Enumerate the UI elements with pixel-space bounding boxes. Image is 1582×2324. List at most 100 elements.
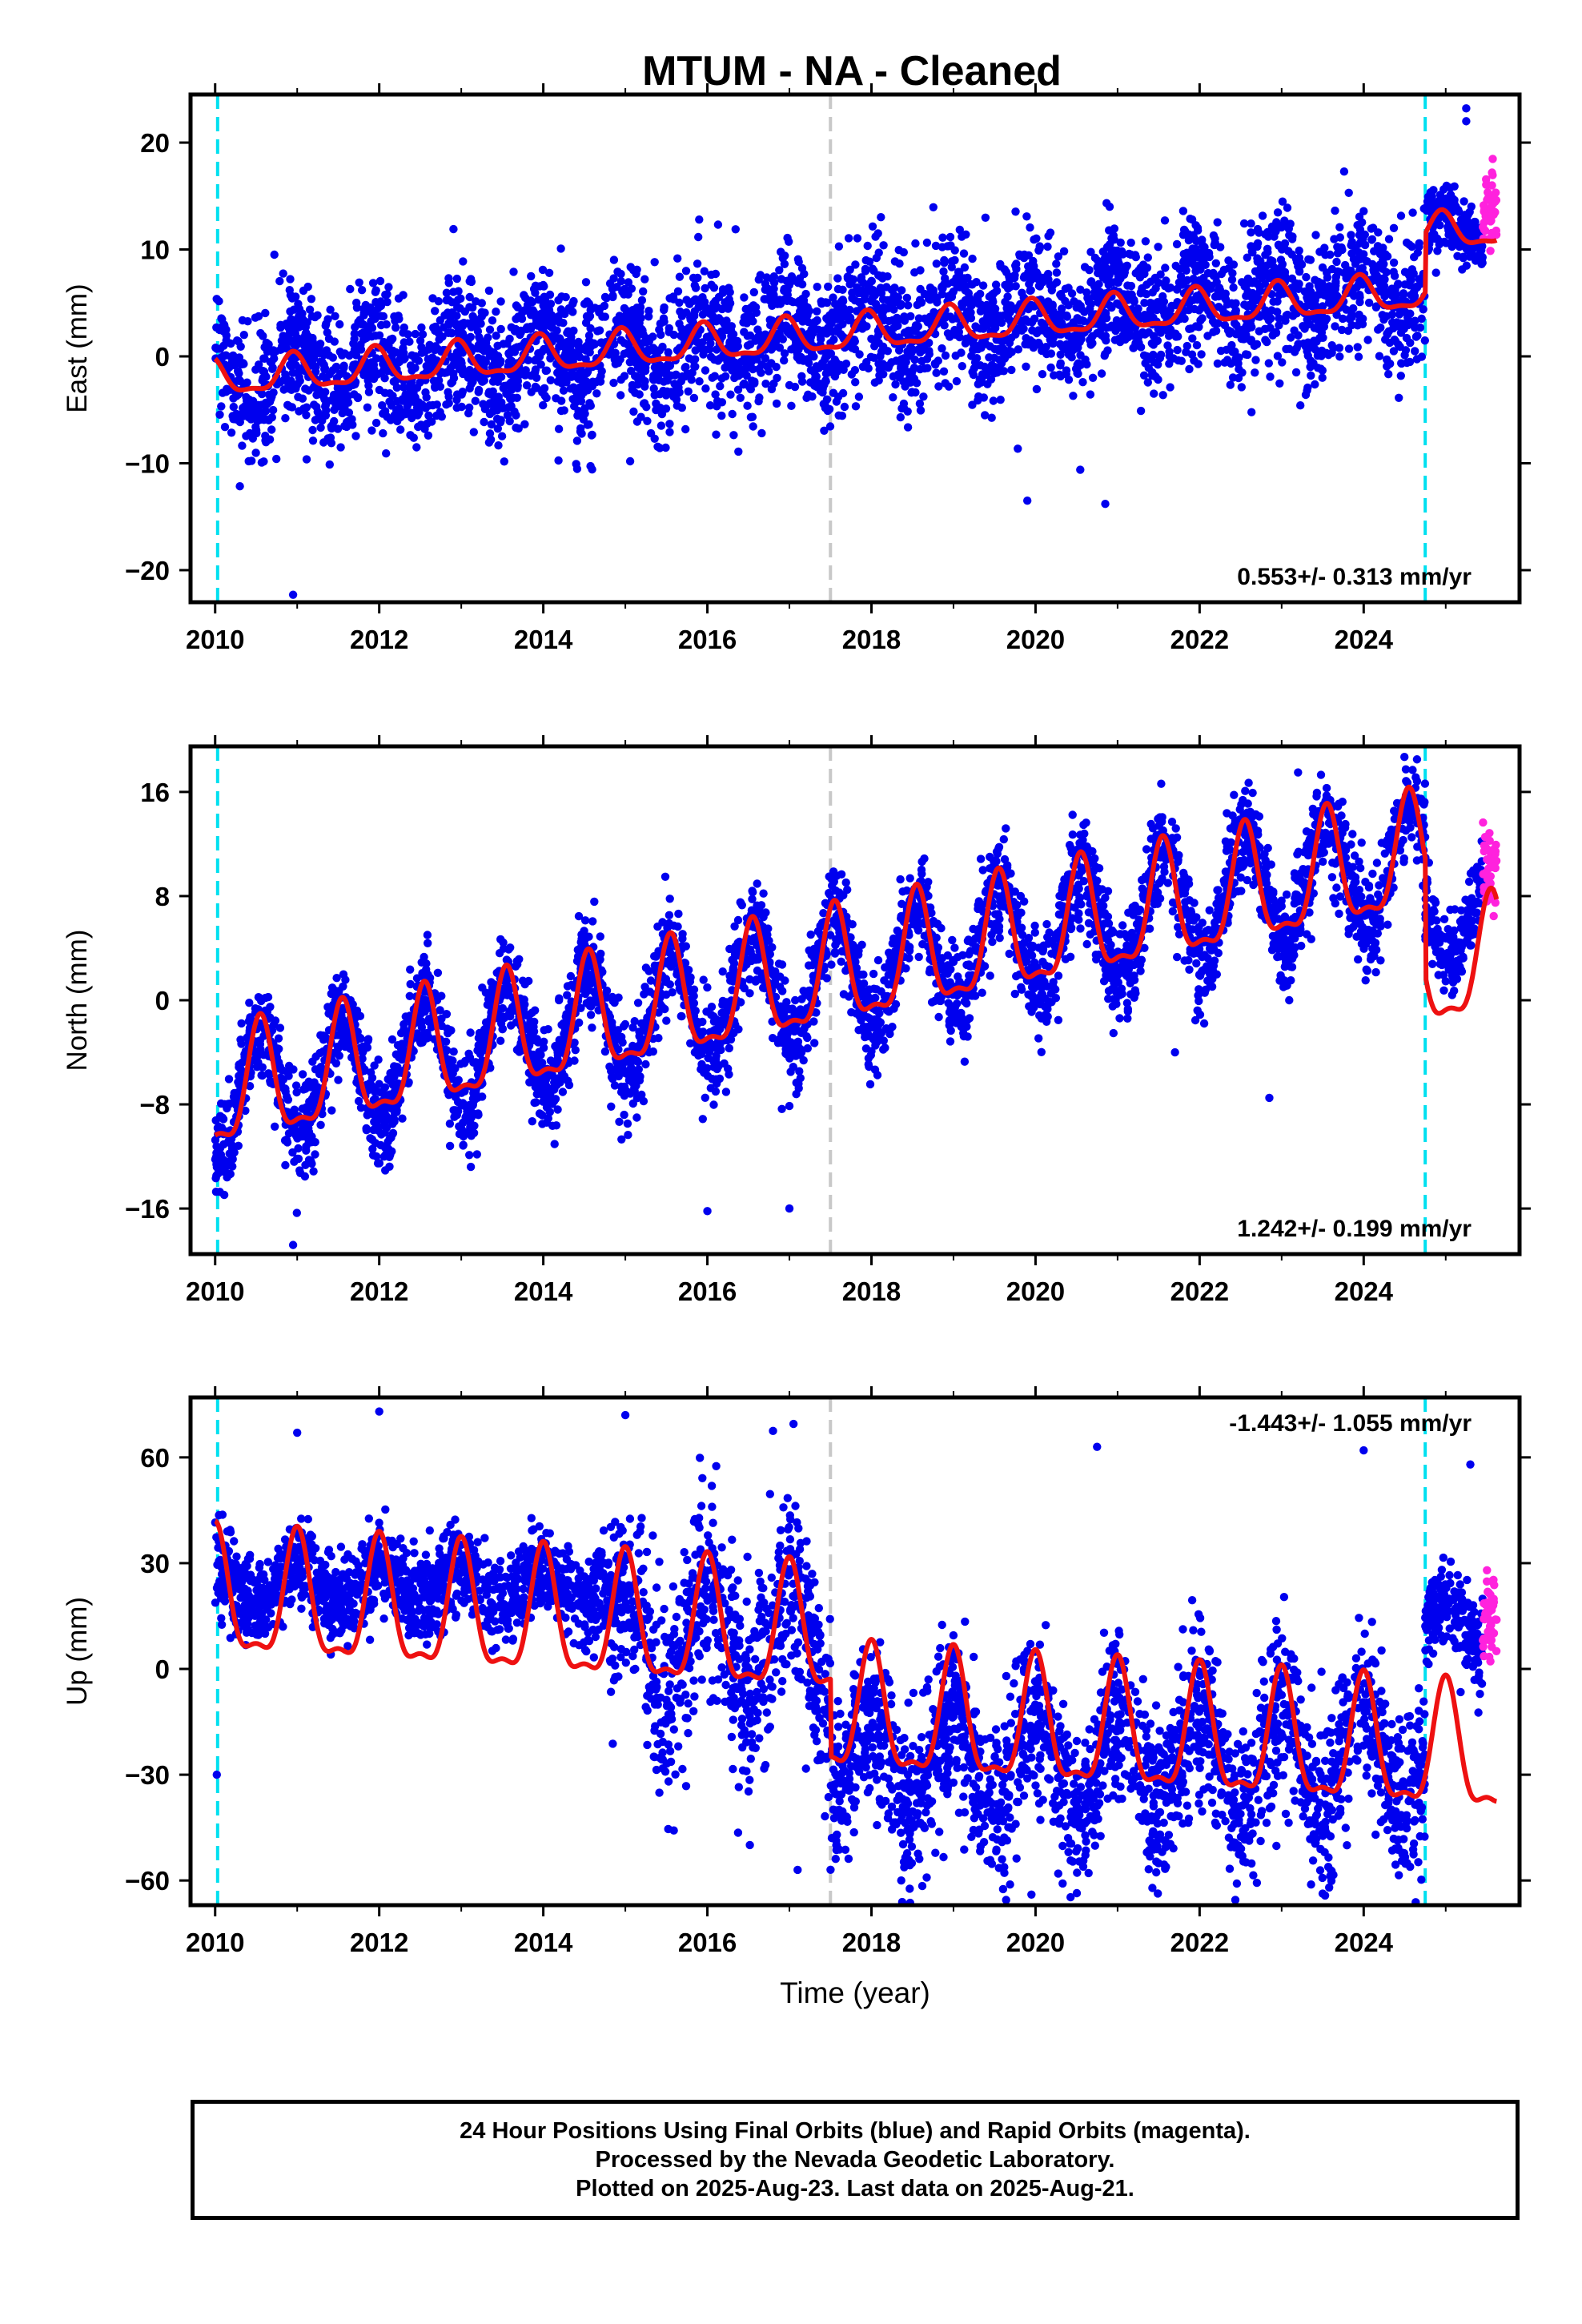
data-point xyxy=(632,269,640,279)
data-point xyxy=(1395,393,1403,402)
data-point xyxy=(1267,314,1275,323)
data-point xyxy=(850,366,860,375)
data-point xyxy=(986,375,996,384)
data-point xyxy=(989,396,998,405)
data-point xyxy=(411,329,420,339)
data-point xyxy=(751,303,761,312)
data-point xyxy=(616,391,625,400)
data-point xyxy=(355,278,363,287)
data-point xyxy=(1419,305,1427,314)
data-point xyxy=(497,432,507,440)
data-point xyxy=(517,314,527,324)
data-point xyxy=(636,314,645,323)
data-point xyxy=(681,372,690,381)
data-point xyxy=(247,456,256,465)
data-point xyxy=(531,288,540,297)
data-point xyxy=(429,376,439,385)
data-point xyxy=(998,337,1007,346)
data-point xyxy=(1300,324,1309,333)
data-point xyxy=(375,331,384,340)
data-point xyxy=(1100,333,1109,342)
data-point xyxy=(824,282,833,292)
data-point xyxy=(440,368,449,377)
data-point xyxy=(264,416,273,424)
data-point xyxy=(1331,206,1339,215)
data-point xyxy=(1488,155,1497,163)
data-point xyxy=(1046,349,1056,358)
data-point xyxy=(596,304,604,313)
data-point xyxy=(626,345,635,354)
data-point xyxy=(294,368,303,378)
data-point xyxy=(487,420,496,429)
data-point xyxy=(656,320,665,328)
data-point xyxy=(733,367,742,376)
data-point xyxy=(1235,325,1243,334)
data-point xyxy=(1240,279,1249,288)
data-point xyxy=(295,304,304,314)
data-point xyxy=(1368,223,1378,232)
data-point xyxy=(753,325,762,334)
data-point xyxy=(1251,368,1259,377)
data-point xyxy=(1285,231,1294,239)
data-point xyxy=(677,404,686,412)
data-point xyxy=(423,419,432,428)
data-point xyxy=(813,283,821,292)
data-point xyxy=(1247,408,1256,416)
data-point xyxy=(465,292,474,302)
data-point xyxy=(1168,907,1178,916)
data-point xyxy=(368,279,378,287)
data-point xyxy=(305,305,315,314)
data-point xyxy=(447,328,456,337)
data-point xyxy=(1411,316,1419,325)
data-point xyxy=(1026,286,1034,296)
data-point xyxy=(505,334,514,344)
data-point xyxy=(248,434,257,443)
data-point xyxy=(1021,315,1030,324)
data-point xyxy=(477,299,486,308)
data-point xyxy=(743,332,752,340)
data-point xyxy=(1141,359,1150,368)
data-point xyxy=(364,381,373,390)
data-point xyxy=(1166,383,1174,392)
data-point xyxy=(776,300,785,308)
data-point xyxy=(542,366,552,375)
data-point xyxy=(219,341,228,350)
data-point xyxy=(1006,333,1016,343)
data-point xyxy=(1415,239,1423,247)
data-point xyxy=(488,316,497,325)
data-point xyxy=(952,274,961,283)
data-point xyxy=(789,298,797,307)
data-point xyxy=(389,377,398,386)
data-point xyxy=(325,460,334,469)
data-point xyxy=(1211,272,1220,281)
data-point xyxy=(1411,347,1419,356)
data-point xyxy=(962,334,971,344)
data-point xyxy=(1291,368,1301,377)
data-point xyxy=(1224,264,1233,273)
data-point xyxy=(1090,282,1099,291)
data-point xyxy=(1093,328,1102,338)
data-point xyxy=(1354,352,1363,361)
data-point xyxy=(1266,372,1275,381)
data-point xyxy=(839,365,848,374)
data-point xyxy=(552,333,560,343)
data-point xyxy=(1355,231,1364,239)
data-point xyxy=(235,482,244,491)
data-point xyxy=(484,438,494,447)
data-point xyxy=(573,351,582,360)
data-point xyxy=(731,225,740,234)
data-point xyxy=(974,380,983,388)
data-point xyxy=(578,408,587,418)
data-point xyxy=(512,393,521,402)
data-point xyxy=(1194,226,1203,235)
data-point xyxy=(711,316,720,324)
data-point xyxy=(689,393,699,403)
data-point xyxy=(444,296,453,304)
data-point xyxy=(1057,304,1066,313)
data-point xyxy=(421,388,430,397)
data-point xyxy=(887,285,897,295)
data-point xyxy=(911,239,920,248)
data-point xyxy=(1096,288,1106,298)
data-point xyxy=(678,331,688,340)
data-point xyxy=(691,355,700,364)
